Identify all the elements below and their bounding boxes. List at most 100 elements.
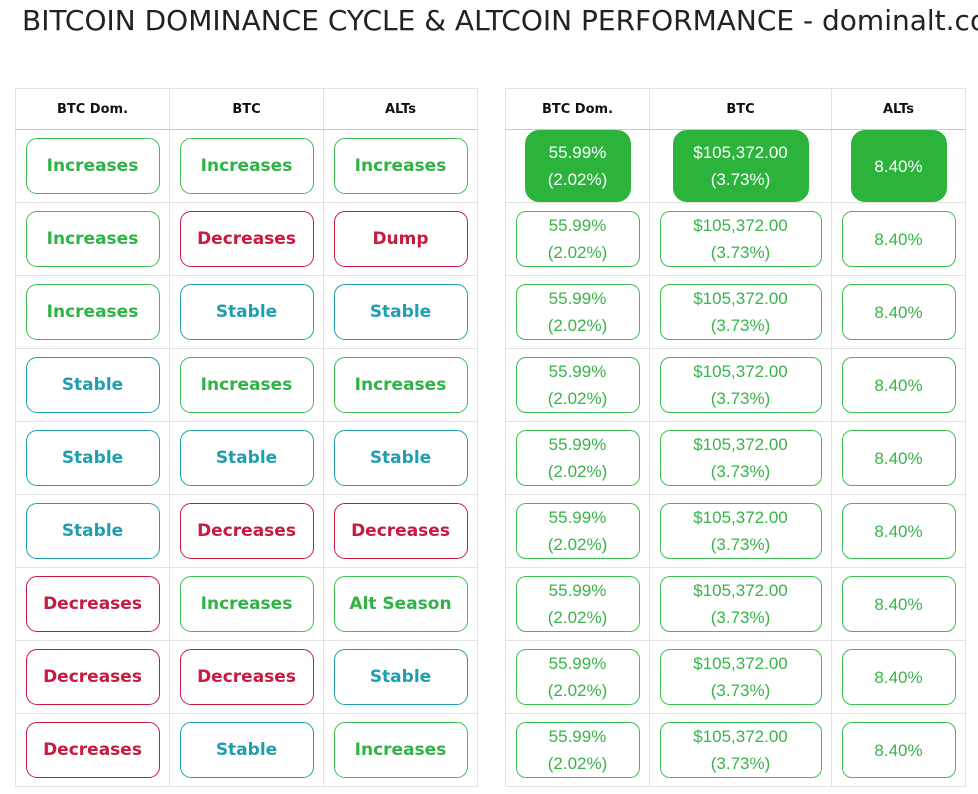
btc-dom-value-text: (2.02%) [547, 535, 608, 554]
header-btc-dom: BTC Dom. [15, 88, 170, 130]
cycle-cell-btc-dom: Stable [15, 494, 170, 568]
header-alts: ALTs [323, 88, 478, 130]
btc-dom-value-text: (2.02%) [547, 389, 608, 408]
cycle-cell-alts: Stable [323, 275, 478, 349]
alts-trend-badge: Increases [333, 722, 468, 778]
btc-dom-trend-badge: Increases [25, 138, 160, 194]
btc-dom-value-text: (2.02%) [547, 608, 608, 627]
cycle-cell-btc: Decreases [169, 202, 324, 276]
alts-value-box: 8.40% [841, 503, 956, 559]
table-row: Decreases Increases Alt Season [15, 567, 478, 641]
performance-cell-btc: $105,372.00 (3.73%) [649, 202, 832, 276]
alts-value-text: 8.40% [874, 229, 923, 249]
btc-value-box: $105,372.00 (3.73%) [659, 576, 822, 632]
table-row: Decreases Stable Increases [15, 713, 478, 787]
performance-cell-btc-dom: 55.99% (2.02%) [505, 567, 650, 641]
performance-cell-btc: $105,372.00 (3.73%) [649, 640, 832, 714]
btc-dom-value-text: (2.02%) [547, 681, 608, 700]
btc-value-text: $105,372.00 [693, 727, 788, 746]
btc-dom-value-text: 55.99% [548, 435, 607, 454]
btc-dom-value-text: 55.99% [548, 581, 607, 600]
performance-cell-btc-dom: 55.99% (2.02%) [505, 494, 650, 568]
performance-table-header: BTC Dom. BTC ALTs [505, 88, 966, 130]
btc-value-text: $105,372.00 [693, 289, 788, 308]
performance-cell-alts: 8.40% [831, 567, 966, 641]
btc-value-text: (3.73%) [710, 681, 771, 700]
btc-dom-trend-badge: Stable [25, 430, 160, 486]
btc-value-box: $105,372.00 (3.73%) [659, 284, 822, 340]
cycle-cell-btc-dom: Stable [15, 348, 170, 422]
btc-trend-badge: Decreases [179, 211, 314, 267]
btc-trend-badge: Increases [179, 576, 314, 632]
table-row: 55.99% (2.02%) $105,372.00 (3.73%) 8.40% [505, 567, 966, 641]
cycle-cell-btc-dom: Increases [15, 275, 170, 349]
performance-cell-btc-dom: 55.99% (2.02%) [505, 129, 650, 203]
btc-value-text: (3.73%) [710, 462, 771, 481]
cycle-cell-btc: Stable [169, 713, 324, 787]
cycle-cell-btc: Increases [169, 129, 324, 203]
btc-dom-trend-badge: Stable [25, 503, 160, 559]
btc-dom-trend-badge: Increases [25, 211, 160, 267]
cycle-table: BTC Dom. BTC ALTs Increases Increases Incr… [15, 88, 478, 787]
table-row: Increases Decreases Dump [15, 202, 478, 276]
alts-value-text: 8.40% [874, 156, 923, 176]
btc-trend-badge: Decreases [179, 503, 314, 559]
btc-value-text: $105,372.00 [693, 362, 788, 381]
performance-cell-btc: $105,372.00 (3.73%) [649, 567, 832, 641]
btc-dom-value-box: 55.99% (2.02%) [524, 130, 631, 202]
alts-value-box: 8.40% [841, 430, 956, 486]
btc-dom-value-text: 55.99% [548, 654, 607, 673]
btc-dom-value-text: (2.02%) [547, 170, 608, 189]
btc-value-text: (3.73%) [710, 170, 771, 189]
header-btc: BTC [169, 88, 324, 130]
btc-value-text: (3.73%) [710, 316, 771, 335]
performance-cell-btc: $105,372.00 (3.73%) [649, 348, 832, 422]
cycle-cell-btc-dom: Stable [15, 421, 170, 495]
btc-dom-trend-badge: Decreases [25, 722, 160, 778]
btc-dom-value-box: 55.99% (2.02%) [515, 211, 640, 267]
header-alts: ALTs [831, 88, 966, 130]
btc-value-text: (3.73%) [710, 243, 771, 262]
alts-value-box: 8.40% [841, 576, 956, 632]
alts-value-box: 8.40% [841, 722, 956, 778]
btc-trend-badge: Stable [179, 284, 314, 340]
table-row: 55.99% (2.02%) $105,372.00 (3.73%) 8.40% [505, 348, 966, 422]
btc-value-text: $105,372.00 [693, 216, 788, 235]
performance-cell-btc: $105,372.00 (3.73%) [649, 713, 832, 787]
btc-dom-value-box: 55.99% (2.02%) [515, 284, 640, 340]
table-row: 55.99% (2.02%) $105,372.00 (3.73%) 8.40% [505, 421, 966, 495]
table-row: 55.99% (2.02%) $105,372.00 (3.73%) 8.40% [505, 275, 966, 349]
table-row: Decreases Decreases Stable [15, 640, 478, 714]
alts-value-box: 8.40% [841, 211, 956, 267]
table-row: 55.99% (2.02%) $105,372.00 (3.73%) 8.40% [505, 129, 966, 203]
performance-cell-btc-dom: 55.99% (2.02%) [505, 275, 650, 349]
alts-trend-badge: Decreases [333, 503, 468, 559]
performance-cell-btc-dom: 55.99% (2.02%) [505, 348, 650, 422]
performance-cell-alts: 8.40% [831, 494, 966, 568]
btc-dom-value-text: 55.99% [548, 508, 607, 527]
cycle-cell-btc: Increases [169, 567, 324, 641]
table-row: Increases Increases Increases [15, 129, 478, 203]
table-row: Increases Stable Stable [15, 275, 478, 349]
btc-dom-value-text: 55.99% [548, 362, 607, 381]
btc-value-text: (3.73%) [710, 608, 771, 627]
table-row: Stable Decreases Decreases [15, 494, 478, 568]
alts-value-text: 8.40% [874, 448, 923, 468]
btc-value-box: $105,372.00 (3.73%) [659, 649, 822, 705]
cycle-cell-alts: Increases [323, 129, 478, 203]
performance-cell-alts: 8.40% [831, 202, 966, 276]
btc-trend-badge: Stable [179, 430, 314, 486]
btc-dom-value-text: 55.99% [548, 143, 607, 162]
performance-table: BTC Dom. BTC ALTs 55.99% (2.02%) $105,372.… [505, 88, 966, 787]
cycle-cell-btc-dom: Decreases [15, 713, 170, 787]
cycle-cell-btc: Stable [169, 421, 324, 495]
btc-value-text: $105,372.00 [693, 508, 788, 527]
btc-dom-value-box: 55.99% (2.02%) [515, 576, 640, 632]
btc-trend-badge: Increases [179, 357, 314, 413]
btc-dom-value-text: 55.99% [548, 727, 607, 746]
cycle-cell-alts: Stable [323, 640, 478, 714]
btc-value-text: (3.73%) [710, 389, 771, 408]
performance-cell-alts: 8.40% [831, 713, 966, 787]
cycle-cell-btc: Decreases [169, 494, 324, 568]
alts-trend-badge: Stable [333, 649, 468, 705]
